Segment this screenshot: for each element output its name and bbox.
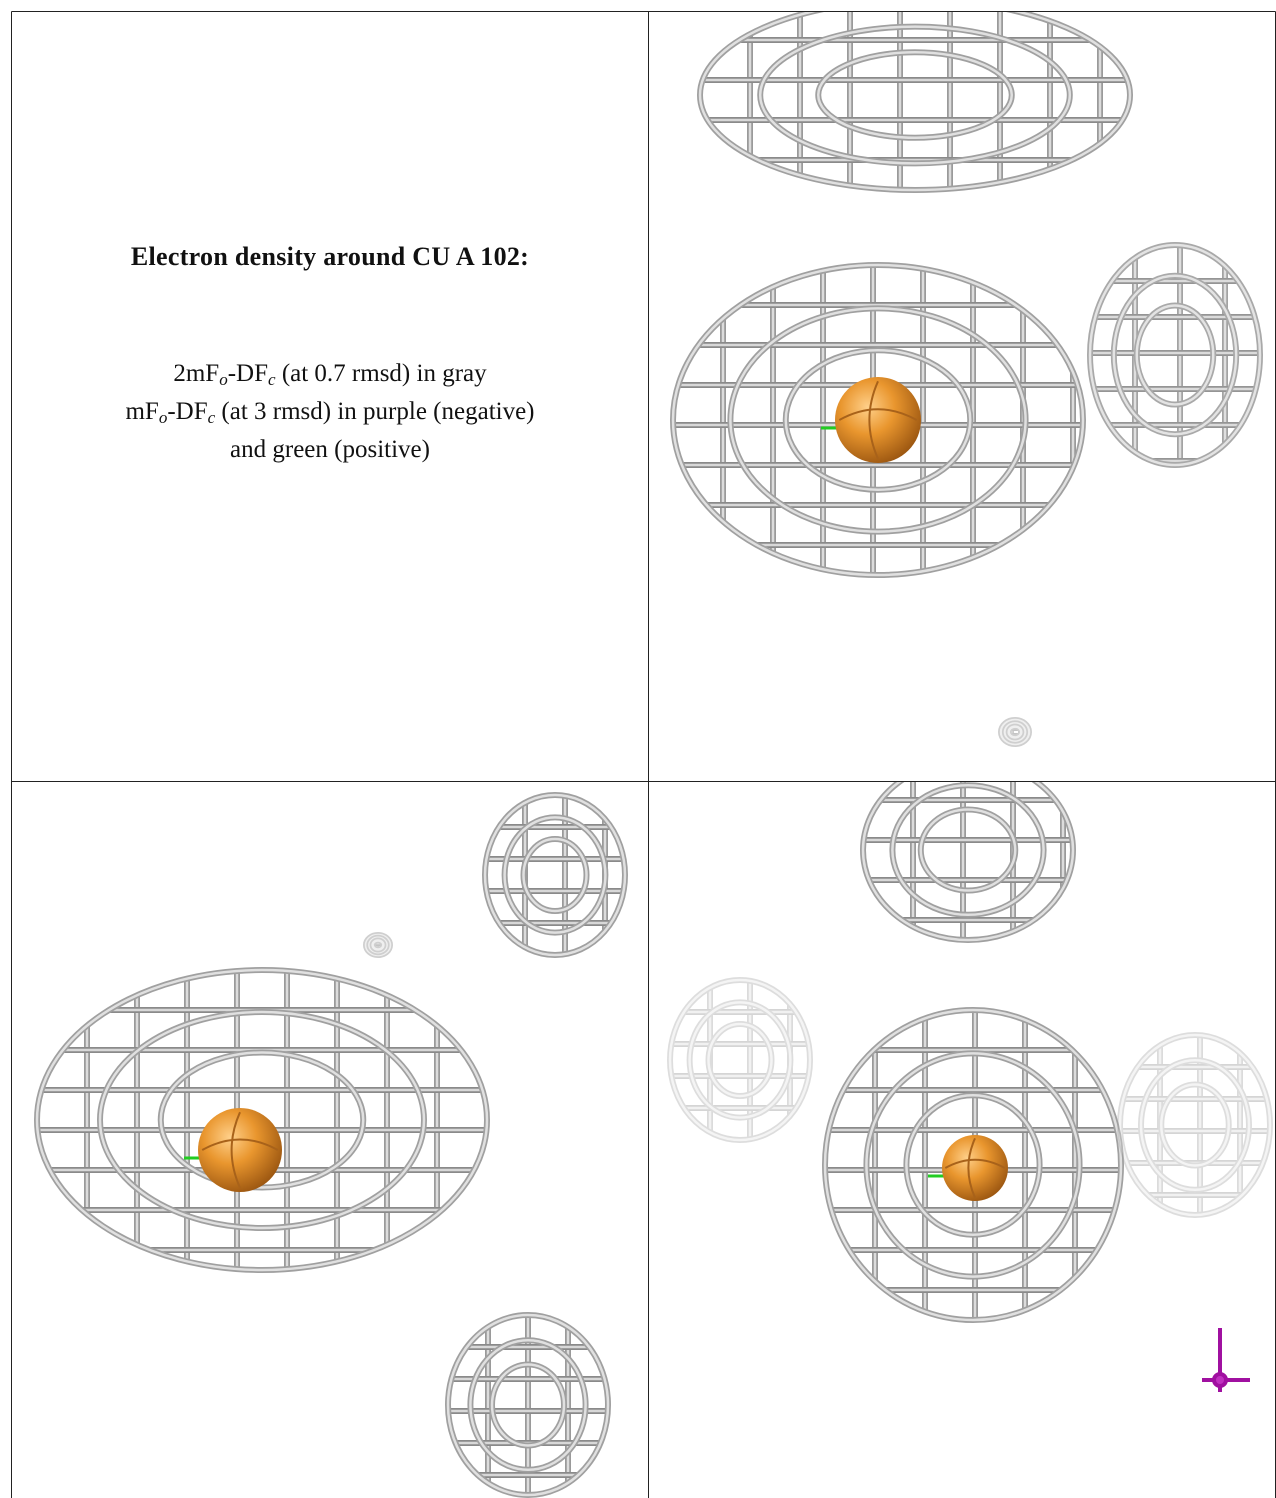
mesh-shell xyxy=(35,968,489,1272)
mesh-shell xyxy=(1135,304,1215,406)
mesh-shell xyxy=(1117,1032,1273,1218)
mesh-grid xyxy=(670,980,810,1140)
mesh-shell xyxy=(758,25,1072,165)
density-mesh xyxy=(1087,242,1263,468)
density-image xyxy=(670,12,1263,747)
mesh-shell xyxy=(483,793,627,957)
legend-line: and green (positive) xyxy=(12,436,648,464)
mesh-shell xyxy=(1160,1083,1230,1167)
mesh-shell xyxy=(1138,1057,1252,1193)
mesh-shell xyxy=(668,978,812,1142)
subscript: o xyxy=(158,408,168,427)
text: 2mF xyxy=(173,360,220,387)
density-mesh xyxy=(860,782,1076,943)
text: mF xyxy=(125,398,159,425)
atom-shading xyxy=(838,380,918,460)
density-mesh xyxy=(667,977,813,1143)
mesh-shell xyxy=(817,51,1013,139)
mesh-shell xyxy=(1007,725,1023,739)
mesh-shell xyxy=(371,939,385,951)
mesh-shell xyxy=(823,1008,1123,1322)
copper-atom xyxy=(942,1135,1008,1201)
table-borders xyxy=(11,11,1276,1498)
mesh-shell xyxy=(1088,243,1262,467)
density-mesh xyxy=(998,717,1032,747)
mesh-shell xyxy=(667,977,813,1143)
density-mesh xyxy=(482,792,628,958)
mesh-shell xyxy=(490,1363,566,1447)
text: -DF xyxy=(167,398,208,425)
mesh-grid xyxy=(1120,1035,1270,1215)
text: (at 0.7 rmsd) in gray xyxy=(275,360,487,387)
mesh-shell xyxy=(861,782,1075,942)
subscript: c xyxy=(207,408,216,427)
text: and green (positive) xyxy=(230,436,430,463)
mesh-shell xyxy=(865,1052,1081,1278)
mesh-shell xyxy=(891,783,1045,917)
mesh-shell xyxy=(784,349,972,491)
subscript: o xyxy=(219,370,228,389)
mesh-shell xyxy=(686,999,794,1121)
mesh-shell xyxy=(698,12,1132,192)
mesh-shell xyxy=(469,1338,587,1472)
mesh-shell xyxy=(999,718,1031,746)
negative-density-marker xyxy=(1202,1328,1250,1392)
mesh-shell xyxy=(707,1022,773,1098)
mesh-shell xyxy=(1112,274,1238,436)
mesh-shell xyxy=(688,1001,792,1119)
cell-title: Electron density around CU A 102: xyxy=(130,242,530,271)
copper-atom xyxy=(835,377,921,463)
mesh-shell xyxy=(1158,1081,1232,1169)
mesh-shell xyxy=(1003,722,1027,742)
mesh-shell xyxy=(705,1021,775,1099)
mesh-grid xyxy=(448,1315,608,1495)
atom-shading xyxy=(944,1137,1006,1199)
mesh-shell xyxy=(159,1051,365,1189)
mesh-shell xyxy=(98,1010,426,1230)
mesh-shell xyxy=(729,307,1027,533)
text: -DF xyxy=(227,360,269,387)
mesh-shell xyxy=(1139,1058,1251,1192)
text: (at 3 rmsd) in purple (negative) xyxy=(215,398,535,425)
density-image xyxy=(34,792,628,1498)
density-mesh xyxy=(363,932,393,958)
mesh-shell xyxy=(446,1313,610,1497)
density-mesh xyxy=(445,1312,611,1498)
density-image xyxy=(667,782,1273,1392)
mesh-shell xyxy=(1118,1033,1272,1217)
mesh-shell xyxy=(905,1094,1041,1236)
density-mesh xyxy=(697,12,1133,193)
marker-dot xyxy=(1212,1372,1228,1388)
mesh-shell xyxy=(919,808,1017,892)
density-mesh xyxy=(1117,1032,1273,1218)
legend-line: 2mFo-DFc (at 0.7 rmsd) in gray xyxy=(12,360,648,388)
copper-atom xyxy=(198,1108,282,1192)
subscript: c xyxy=(268,370,276,389)
mesh-shell xyxy=(522,837,588,913)
mesh-shell xyxy=(503,816,607,934)
atom-shading xyxy=(201,1111,279,1189)
mesh-shell xyxy=(671,263,1085,577)
legend-line: mFo-DFc (at 3 rmsd) in purple (negative) xyxy=(12,398,648,426)
